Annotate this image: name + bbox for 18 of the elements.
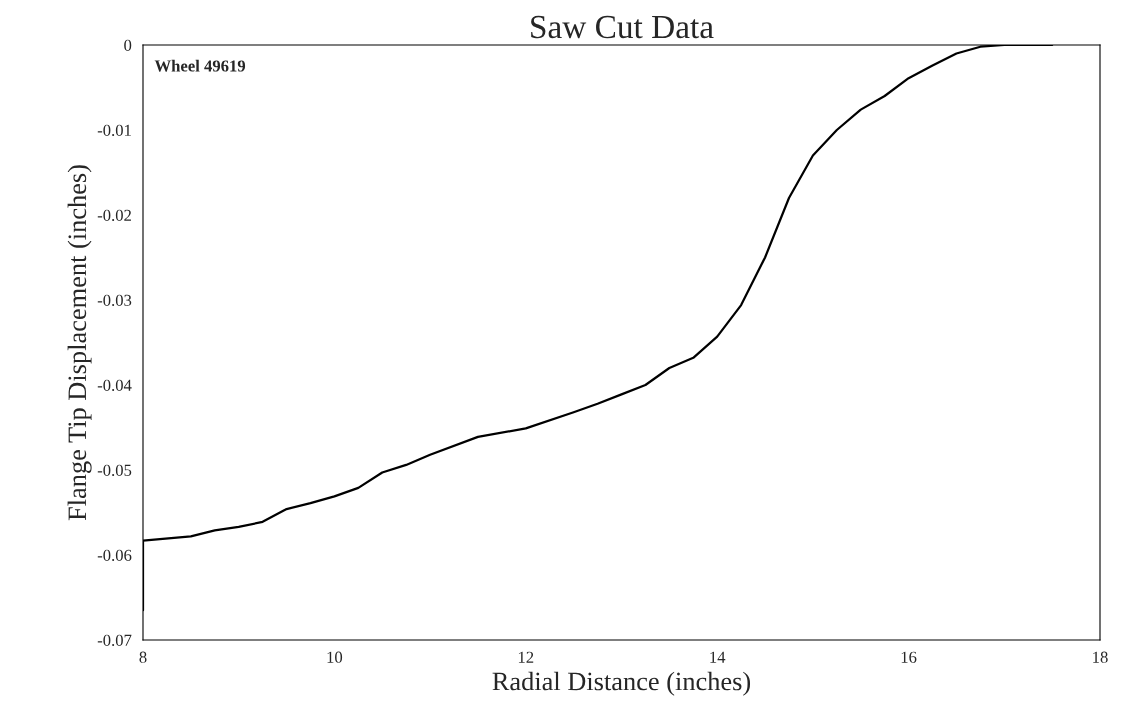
- y-tick-label: -0.02: [97, 209, 131, 222]
- x-tick-label: 12: [518, 651, 534, 663]
- chart-title: Saw Cut Data: [531, 15, 714, 39]
- y-axis-title: Flange Tip Displacement (inches): [67, 165, 92, 521]
- y-tick-label: -0.01: [97, 124, 131, 137]
- annotation: Wheel 49619: [154, 59, 246, 72]
- y-tick-label: 0: [124, 39, 132, 51]
- y-tick-label: -0.04: [97, 379, 132, 392]
- x-tick-label: 16: [901, 651, 917, 663]
- x-tick-label: 10: [327, 651, 343, 663]
- y-tick-label: -0.03: [97, 294, 132, 307]
- x-tick-label: 18: [1093, 651, 1108, 663]
- x-axis-title: Radial Distance (inches): [492, 671, 751, 696]
- x-tick-label: 14: [710, 651, 726, 663]
- y-tick-label: -0.07: [97, 634, 132, 647]
- y-tick-label: -0.06: [97, 549, 132, 562]
- y-tick-label: -0.05: [97, 464, 132, 477]
- x-tick-label: 8: [139, 651, 147, 663]
